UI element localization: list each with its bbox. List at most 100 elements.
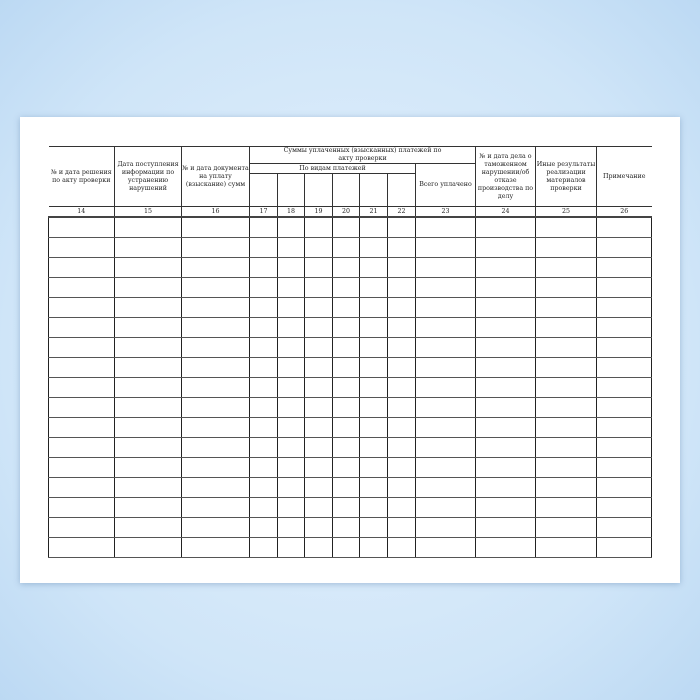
table-cell[interactable] (415, 337, 476, 358)
table-cell[interactable] (304, 497, 333, 518)
table-cell[interactable] (475, 297, 536, 318)
table-cell[interactable] (277, 497, 305, 518)
table-cell[interactable] (475, 357, 536, 378)
table-cell[interactable] (332, 497, 360, 518)
table-cell[interactable] (114, 397, 182, 418)
table-cell[interactable] (415, 437, 476, 458)
table-cell[interactable] (359, 477, 388, 498)
table-cell[interactable] (332, 357, 360, 378)
table-cell[interactable] (596, 497, 652, 518)
table-cell[interactable] (48, 497, 115, 518)
table-cell[interactable] (387, 537, 416, 558)
table-cell[interactable] (387, 297, 416, 318)
table-cell[interactable] (249, 437, 278, 458)
table-cell[interactable] (332, 337, 360, 358)
table-cell[interactable] (249, 337, 278, 358)
table-cell[interactable] (332, 477, 360, 498)
table-cell[interactable] (48, 277, 115, 298)
table-cell[interactable] (596, 237, 652, 258)
table-cell[interactable] (249, 377, 278, 398)
table-cell[interactable] (415, 497, 476, 518)
table-cell[interactable] (359, 216, 388, 238)
table-cell[interactable] (387, 357, 416, 378)
table-cell[interactable] (596, 216, 652, 238)
table-cell[interactable] (535, 397, 597, 418)
table-cell[interactable] (387, 437, 416, 458)
table-cell[interactable] (181, 297, 250, 318)
table-cell[interactable] (596, 317, 652, 338)
table-cell[interactable] (332, 437, 360, 458)
table-cell[interactable] (304, 537, 333, 558)
table-cell[interactable] (359, 397, 388, 418)
table-cell[interactable] (475, 457, 536, 478)
table-cell[interactable] (596, 297, 652, 318)
table-cell[interactable] (475, 317, 536, 338)
table-cell[interactable] (114, 437, 182, 458)
table-cell[interactable] (181, 277, 250, 298)
table-cell[interactable] (48, 257, 115, 278)
table-cell[interactable] (415, 357, 476, 378)
table-cell[interactable] (181, 537, 250, 558)
table-cell[interactable] (249, 517, 278, 538)
table-cell[interactable] (387, 517, 416, 538)
table-cell[interactable] (596, 517, 652, 538)
table-cell[interactable] (359, 497, 388, 518)
table-cell[interactable] (596, 457, 652, 478)
table-cell[interactable] (596, 377, 652, 398)
table-cell[interactable] (415, 277, 476, 298)
table-cell[interactable] (304, 337, 333, 358)
table-cell[interactable] (596, 337, 652, 358)
table-cell[interactable] (332, 317, 360, 338)
table-cell[interactable] (535, 497, 597, 518)
table-cell[interactable] (114, 477, 182, 498)
table-cell[interactable] (475, 477, 536, 498)
table-cell[interactable] (181, 257, 250, 278)
table-cell[interactable] (277, 517, 305, 538)
table-cell[interactable] (415, 257, 476, 278)
table-cell[interactable] (48, 297, 115, 318)
table-cell[interactable] (535, 216, 597, 238)
table-cell[interactable] (332, 257, 360, 278)
table-cell[interactable] (48, 457, 115, 478)
table-cell[interactable] (304, 517, 333, 538)
table-cell[interactable] (277, 417, 305, 438)
table-cell[interactable] (114, 537, 182, 558)
table-cell[interactable] (304, 437, 333, 458)
table-cell[interactable] (304, 417, 333, 438)
table-cell[interactable] (387, 257, 416, 278)
table-cell[interactable] (249, 477, 278, 498)
table-cell[interactable] (535, 417, 597, 438)
table-cell[interactable] (387, 216, 416, 238)
table-cell[interactable] (114, 277, 182, 298)
table-cell[interactable] (359, 457, 388, 478)
table-cell[interactable] (114, 297, 182, 318)
table-cell[interactable] (475, 377, 536, 398)
table-cell[interactable] (48, 216, 115, 238)
table-cell[interactable] (304, 257, 333, 278)
table-cell[interactable] (359, 237, 388, 258)
table-cell[interactable] (596, 417, 652, 438)
table-cell[interactable] (332, 237, 360, 258)
table-cell[interactable] (332, 457, 360, 478)
table-cell[interactable] (181, 517, 250, 538)
table-cell[interactable] (249, 457, 278, 478)
table-cell[interactable] (332, 517, 360, 538)
table-cell[interactable] (475, 216, 536, 238)
table-cell[interactable] (277, 397, 305, 418)
table-cell[interactable] (181, 357, 250, 378)
table-cell[interactable] (535, 537, 597, 558)
table-cell[interactable] (277, 357, 305, 378)
table-cell[interactable] (249, 497, 278, 518)
table-cell[interactable] (415, 417, 476, 438)
table-cell[interactable] (596, 277, 652, 298)
table-cell[interactable] (304, 477, 333, 498)
table-cell[interactable] (114, 517, 182, 538)
table-cell[interactable] (249, 277, 278, 298)
table-cell[interactable] (277, 317, 305, 338)
table-cell[interactable] (596, 537, 652, 558)
table-cell[interactable] (304, 277, 333, 298)
table-cell[interactable] (475, 257, 536, 278)
table-cell[interactable] (48, 477, 115, 498)
table-cell[interactable] (332, 397, 360, 418)
table-cell[interactable] (415, 457, 476, 478)
